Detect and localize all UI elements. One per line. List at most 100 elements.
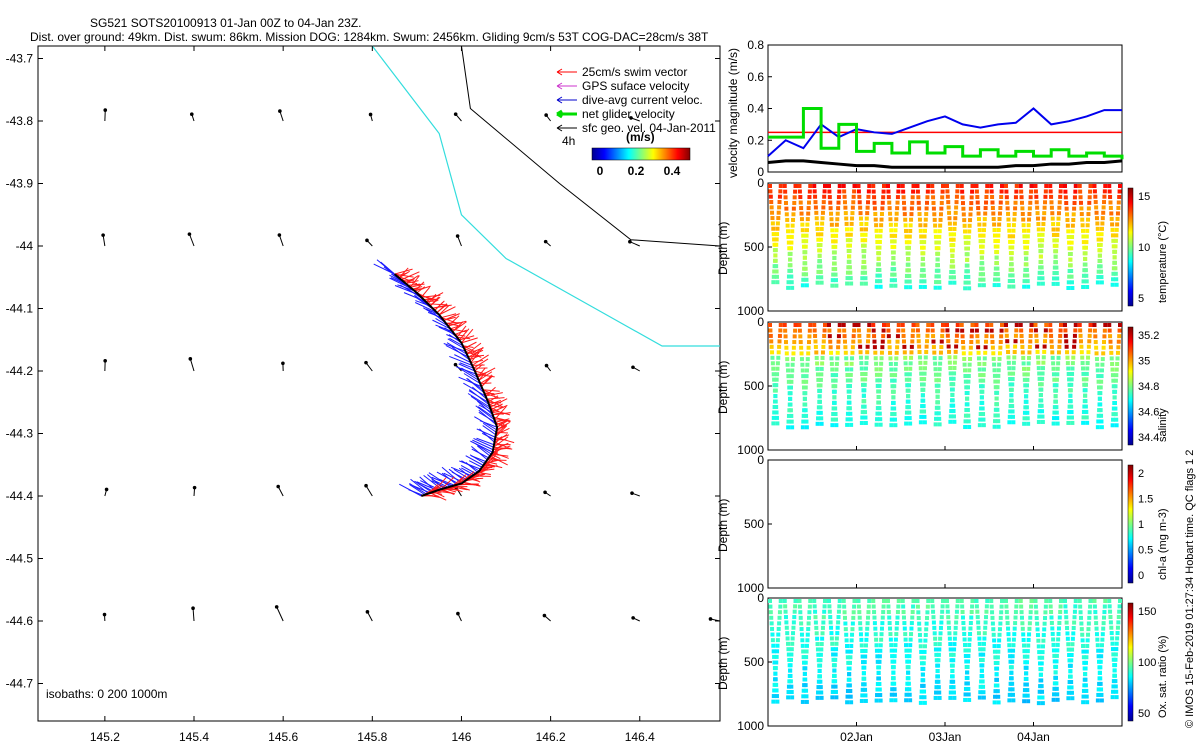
dive-sample	[1080, 361, 1085, 366]
dive-sample	[1064, 620, 1069, 625]
swim-vector-arrow	[461, 337, 478, 344]
dive-sample	[963, 379, 968, 384]
dive-sample	[978, 690, 983, 695]
dive-sample	[860, 238, 865, 243]
dive-sample	[984, 334, 989, 339]
dive-sample	[902, 350, 907, 355]
dive-sample	[862, 249, 867, 254]
dive-sample	[1072, 344, 1077, 349]
dive-sample	[1011, 223, 1016, 228]
dive-sample	[1094, 205, 1099, 210]
geo-velocity-arrow	[189, 112, 195, 122]
dive-sample	[907, 372, 912, 377]
dive-sample	[1096, 419, 1101, 424]
dive-sample	[1065, 223, 1070, 228]
dive-sample	[879, 632, 884, 637]
dive-sample	[939, 615, 944, 620]
dive-sample	[877, 687, 882, 692]
dive-sample	[1022, 284, 1027, 289]
dive-sample	[1043, 200, 1048, 205]
dive-avg-current-arrow	[482, 425, 497, 436]
dive-sample	[994, 672, 999, 677]
dive-sample	[1112, 673, 1117, 678]
dive-sample	[1116, 339, 1121, 344]
geo-velocity-arrow	[101, 233, 106, 247]
dive-sample	[1085, 284, 1090, 289]
dive-sample	[1070, 361, 1075, 366]
dive-sample	[889, 423, 894, 428]
dive-sample	[1085, 223, 1090, 228]
dive-sample	[992, 228, 997, 233]
dive-avg-current-arrow	[439, 478, 455, 486]
dive-avg-current-arrow	[449, 355, 473, 366]
dive-sample	[901, 333, 906, 338]
dive-sample	[875, 279, 880, 284]
dive-sample	[925, 333, 930, 338]
dive-sample	[901, 610, 906, 615]
dive-sample	[1042, 211, 1047, 216]
dive-sample	[922, 700, 927, 705]
dive-sample	[1113, 412, 1118, 417]
geo-arrow-head	[453, 112, 458, 116]
dive-sample	[1037, 238, 1042, 243]
dive-sample	[858, 211, 863, 216]
dive-sample	[874, 643, 879, 648]
dive-sample	[789, 240, 794, 245]
dive-sample	[1007, 648, 1012, 653]
dive-sample	[1005, 621, 1010, 626]
dive-sample	[793, 328, 798, 333]
dive-sample	[1040, 655, 1045, 660]
dive-sample	[981, 417, 986, 422]
dive-sample	[900, 184, 905, 188]
dive-sample	[919, 234, 924, 239]
dive-sample	[874, 648, 879, 653]
swim-vector-arrow	[486, 397, 505, 400]
dive-sample	[1029, 328, 1034, 333]
dive-sample	[997, 211, 1002, 216]
dive-sample	[782, 599, 787, 603]
dive-sample	[994, 396, 999, 401]
dive-sample	[1084, 409, 1089, 414]
dive-sample	[1004, 610, 1009, 615]
geo-arrow-head	[103, 359, 107, 363]
dive-sample	[1115, 222, 1120, 227]
dive-sample	[1053, 399, 1058, 404]
dive-sample	[1100, 216, 1105, 221]
dive-sample	[981, 647, 986, 652]
dive-sample	[1079, 350, 1084, 355]
dive-sample	[865, 344, 870, 349]
dive-sample	[999, 189, 1004, 194]
dive-sample	[936, 663, 941, 668]
dive-sample	[1052, 276, 1057, 281]
dive-sample	[1039, 243, 1044, 248]
dive-sample	[785, 223, 790, 228]
dive-sample	[847, 254, 852, 259]
dive-sample	[786, 690, 791, 695]
swim-vector-arrow	[473, 358, 489, 369]
dive-sample	[1066, 696, 1071, 701]
depth-colorbar-tick-label: 35.2	[1138, 330, 1159, 342]
dive-sample	[830, 423, 835, 428]
dive-sample	[866, 339, 871, 344]
dive-sample	[1019, 339, 1024, 344]
dive-sample	[797, 599, 802, 603]
dive-sample	[842, 189, 847, 194]
dive-sample	[992, 373, 997, 378]
dive-sample	[1079, 621, 1084, 626]
geo-arrow-shaft	[276, 606, 284, 622]
dive-sample	[950, 392, 955, 397]
dive-sample	[1086, 206, 1091, 211]
geo-arrow-shaft	[189, 358, 195, 372]
swim-vector-arrow	[427, 293, 437, 305]
dive-sample	[856, 323, 861, 327]
dive-sample	[797, 328, 802, 333]
dive-sample	[863, 377, 868, 382]
dive-sample	[790, 425, 795, 430]
dive-sample	[786, 641, 791, 646]
dive-sample	[851, 610, 856, 615]
dive-sample	[904, 687, 909, 692]
dive-sample	[889, 648, 894, 653]
dive-sample	[1048, 604, 1053, 609]
dive-sample	[921, 661, 926, 666]
dive-sample	[937, 416, 942, 421]
